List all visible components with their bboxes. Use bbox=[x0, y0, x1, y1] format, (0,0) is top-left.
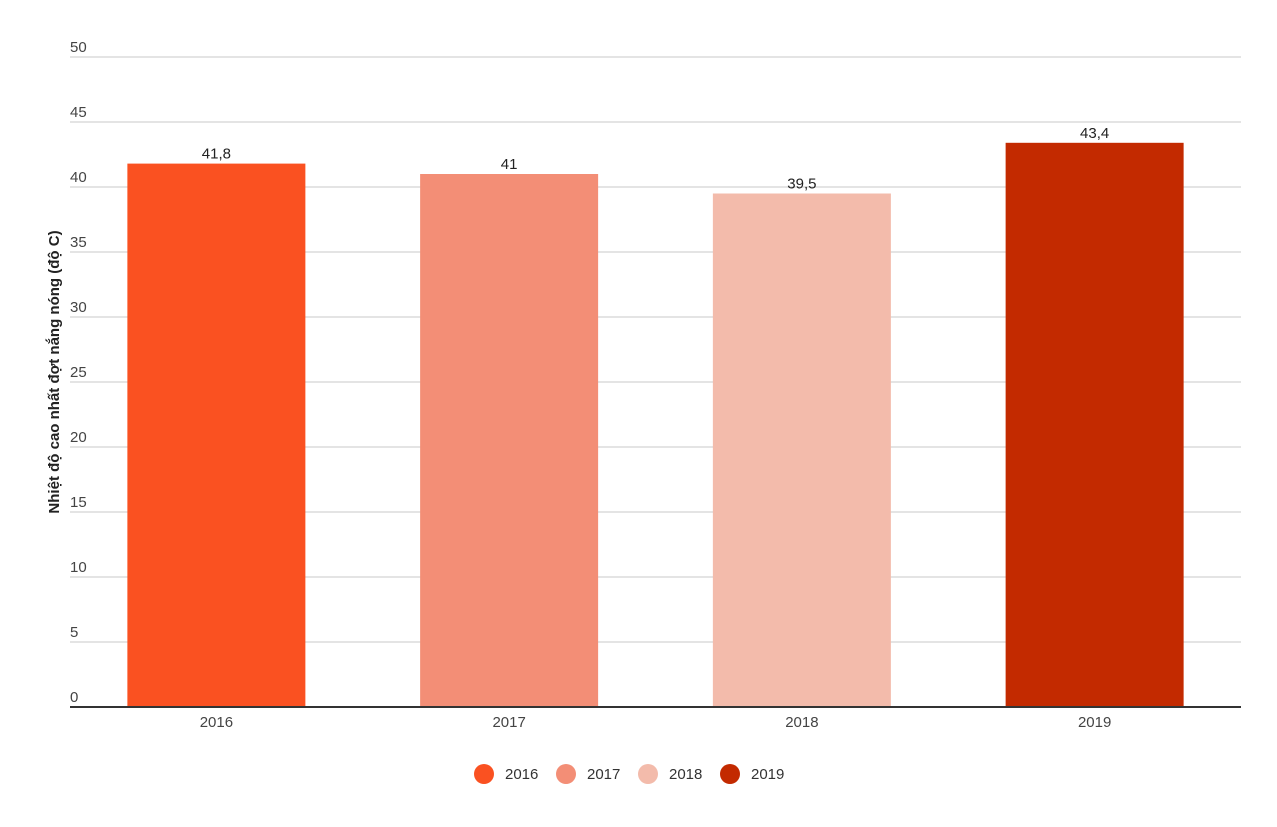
data-label: 43,4 bbox=[1080, 125, 1109, 142]
y-axis-ticks: 0 5 10 15 20 25 30 35 40 45 50 bbox=[70, 39, 87, 706]
legend-label: 2016 bbox=[505, 766, 538, 783]
y-tick-label: 35 bbox=[70, 234, 87, 251]
legend-label: 2019 bbox=[751, 766, 784, 783]
data-label: 41,8 bbox=[202, 146, 231, 163]
legend-swatch bbox=[474, 764, 494, 784]
x-tick-label: 2018 bbox=[785, 714, 818, 731]
x-tick-label: 2019 bbox=[1078, 714, 1111, 731]
legend: 2016 2017 2018 2019 bbox=[474, 764, 784, 784]
bar-2017 bbox=[420, 174, 599, 707]
legend-swatch bbox=[638, 764, 658, 784]
data-label: 39,5 bbox=[787, 176, 816, 193]
bar-2016 bbox=[127, 163, 306, 708]
y-tick-label: 10 bbox=[70, 559, 87, 576]
legend-label: 2018 bbox=[669, 766, 702, 783]
x-tick-label: 2016 bbox=[200, 714, 233, 731]
y-tick-label: 50 bbox=[70, 39, 87, 56]
bar-2018 bbox=[712, 193, 891, 707]
y-tick-label: 15 bbox=[70, 494, 87, 511]
y-tick-label: 45 bbox=[70, 104, 87, 121]
x-axis-ticks: 2016 2017 2018 2019 bbox=[200, 714, 1112, 731]
legend-swatch bbox=[720, 764, 740, 784]
y-tick-label: 40 bbox=[70, 169, 87, 186]
bar-2019 bbox=[1005, 142, 1184, 708]
y-tick-label: 25 bbox=[70, 364, 87, 381]
y-axis-title: Nhiệt độ cao nhất đợt nắng nóng (độ C) bbox=[45, 230, 63, 513]
y-tick-label: 0 bbox=[70, 689, 78, 706]
legend-swatch bbox=[556, 764, 576, 784]
y-tick-label: 20 bbox=[70, 429, 87, 446]
y-tick-label: 5 bbox=[70, 624, 78, 641]
legend-label: 2017 bbox=[587, 766, 620, 783]
y-tick-label: 30 bbox=[70, 299, 87, 316]
bars: 41,8 41 39,5 43,4 bbox=[127, 125, 1184, 708]
x-tick-label: 2017 bbox=[492, 714, 525, 731]
data-label: 41 bbox=[501, 156, 518, 173]
